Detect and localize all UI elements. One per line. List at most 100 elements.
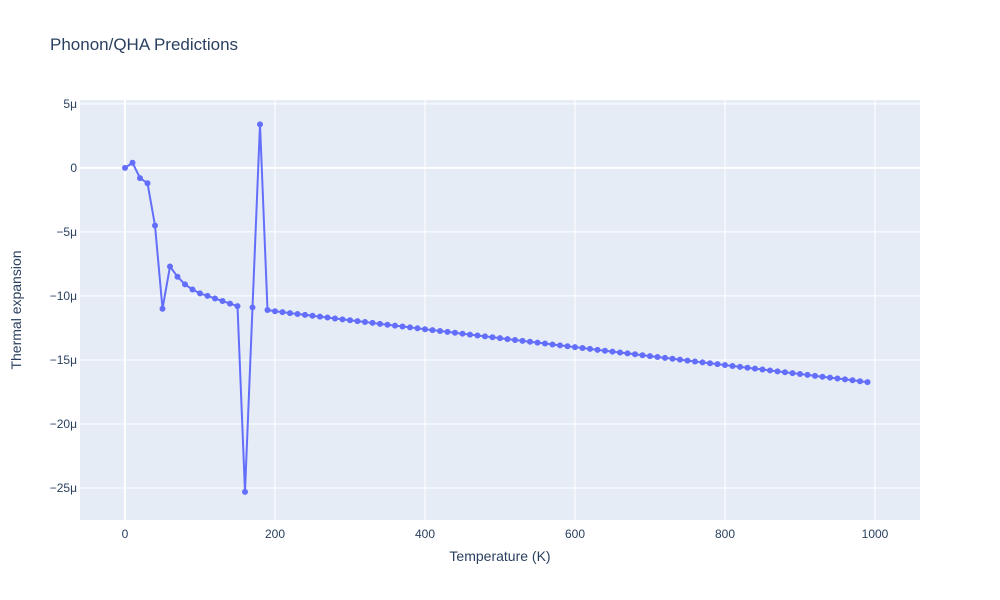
data-point[interactable] [804, 371, 811, 378]
data-point[interactable] [197, 290, 203, 297]
data-point[interactable] [489, 334, 496, 341]
data-point[interactable] [534, 339, 541, 346]
data-point[interactable] [819, 373, 826, 380]
data-point[interactable] [309, 312, 316, 319]
data-point[interactable] [264, 307, 271, 313]
data-point[interactable] [744, 364, 751, 371]
data-point[interactable] [377, 320, 383, 327]
data-point[interactable] [444, 328, 451, 335]
data-point[interactable] [249, 304, 256, 311]
data-point[interactable] [159, 305, 166, 312]
data-point[interactable] [849, 377, 856, 384]
data-point[interactable] [767, 367, 773, 374]
data-point[interactable] [369, 319, 376, 326]
data-point[interactable] [137, 175, 143, 182]
data-point[interactable] [294, 310, 301, 317]
data-point[interactable] [467, 331, 473, 338]
data-point[interactable] [699, 359, 706, 366]
data-point[interactable] [827, 374, 833, 381]
data-point[interactable] [842, 376, 848, 383]
data-point[interactable] [669, 355, 676, 362]
data-point[interactable] [422, 326, 428, 333]
data-point[interactable] [234, 303, 241, 310]
data-point[interactable] [729, 362, 736, 369]
data-point[interactable] [707, 360, 713, 367]
data-point[interactable] [452, 329, 458, 336]
data-point[interactable] [174, 273, 181, 280]
data-point[interactable] [144, 180, 151, 187]
data-point[interactable] [497, 335, 503, 342]
data-point[interactable] [774, 368, 781, 375]
data-point[interactable] [692, 358, 698, 365]
data-point[interactable] [662, 354, 668, 361]
data-point[interactable] [392, 322, 398, 329]
data-point[interactable] [407, 324, 413, 331]
data-point[interactable] [797, 371, 803, 378]
data-point[interactable] [617, 349, 623, 356]
data-point[interactable] [429, 327, 436, 334]
data-point[interactable] [527, 338, 533, 345]
data-point[interactable] [639, 352, 646, 359]
data-point[interactable] [789, 370, 796, 377]
data-point[interactable] [242, 488, 248, 495]
data-point[interactable] [362, 319, 368, 326]
data-point[interactable] [572, 344, 578, 351]
data-point[interactable] [189, 286, 196, 293]
data-point[interactable] [714, 361, 721, 368]
data-point[interactable] [594, 346, 601, 353]
data-point[interactable] [339, 316, 346, 323]
data-point[interactable] [647, 353, 653, 360]
data-point[interactable] [332, 315, 338, 322]
data-point[interactable] [414, 325, 421, 332]
data-point[interactable] [399, 323, 406, 330]
data-point[interactable] [354, 318, 361, 325]
data-point[interactable] [542, 340, 548, 347]
data-point[interactable] [122, 164, 128, 171]
data-point[interactable] [152, 222, 158, 229]
data-point[interactable] [167, 263, 173, 270]
data-point[interactable] [654, 353, 661, 360]
data-point[interactable] [219, 298, 226, 305]
data-point[interactable] [752, 365, 758, 372]
data-point[interactable] [474, 332, 481, 339]
data-point[interactable] [482, 333, 488, 340]
data-point[interactable] [632, 351, 638, 358]
data-point[interactable] [504, 336, 511, 343]
data-point[interactable] [302, 311, 308, 318]
data-point[interactable] [272, 308, 278, 315]
data-point[interactable] [834, 375, 841, 382]
data-point[interactable] [384, 321, 391, 328]
data-point[interactable] [684, 357, 691, 364]
data-point[interactable] [287, 310, 293, 317]
data-point[interactable] [722, 362, 728, 369]
data-point[interactable] [212, 295, 218, 302]
data-point[interactable] [204, 292, 211, 299]
data-point[interactable] [519, 337, 526, 344]
data-point[interactable] [737, 363, 743, 370]
data-point[interactable] [609, 348, 616, 355]
data-point[interactable] [549, 341, 556, 348]
data-point[interactable] [324, 314, 331, 321]
data-point[interactable] [512, 336, 518, 343]
data-point[interactable] [812, 372, 818, 379]
data-point[interactable] [459, 330, 466, 337]
data-point[interactable] [317, 313, 323, 320]
data-point[interactable] [257, 121, 263, 128]
data-point[interactable] [624, 350, 631, 357]
data-point[interactable] [557, 342, 563, 349]
data-point[interactable] [587, 345, 593, 352]
data-point[interactable] [279, 309, 286, 316]
data-point[interactable] [564, 343, 571, 350]
data-point[interactable] [437, 328, 443, 334]
data-point[interactable] [602, 347, 608, 354]
data-point[interactable] [677, 356, 683, 363]
data-point[interactable] [782, 369, 788, 376]
data-point[interactable] [759, 366, 766, 373]
data-point[interactable] [857, 378, 863, 385]
data-point[interactable] [347, 317, 353, 324]
data-point[interactable] [129, 159, 136, 166]
data-point[interactable] [227, 300, 233, 307]
data-point[interactable] [579, 345, 586, 352]
data-point[interactable] [182, 281, 188, 288]
data-point[interactable] [864, 379, 871, 386]
